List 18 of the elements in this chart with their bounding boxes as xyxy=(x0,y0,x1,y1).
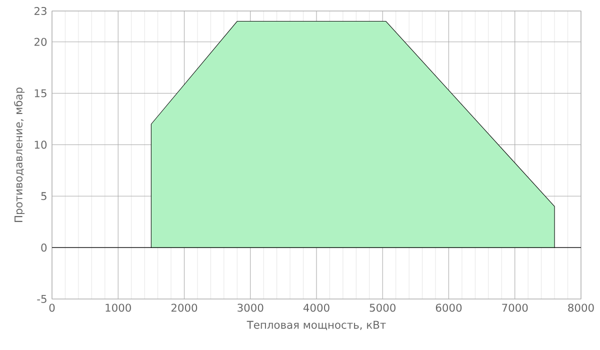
y-tick-label: 0 xyxy=(41,244,47,252)
y-tick-label: 5 xyxy=(41,192,46,200)
y-axis-title: Противодавление, мбар xyxy=(14,88,25,222)
x-tick-label: 0 xyxy=(49,304,55,312)
x-tick-label: 2000 xyxy=(171,304,198,312)
x-tick-label: 1000 xyxy=(106,304,131,312)
x-tick-label: 5000 xyxy=(370,304,396,312)
y-tick-label: 20 xyxy=(34,38,47,46)
y-tick-label: -5 xyxy=(37,295,46,303)
x-tick-label: 7000 xyxy=(502,304,528,312)
x-tick-label: 8000 xyxy=(568,304,594,312)
x-axis-title: Тепловая мощность, кВт xyxy=(246,320,386,330)
y-tick-label: 10 xyxy=(34,140,47,149)
y-tick-label: 15 xyxy=(34,89,46,98)
x-tick-label: 6000 xyxy=(436,304,462,312)
y-tick-label: 23 xyxy=(34,6,46,16)
x-tick-label: 3000 xyxy=(238,304,264,312)
x-tick-label: 4000 xyxy=(303,304,330,312)
